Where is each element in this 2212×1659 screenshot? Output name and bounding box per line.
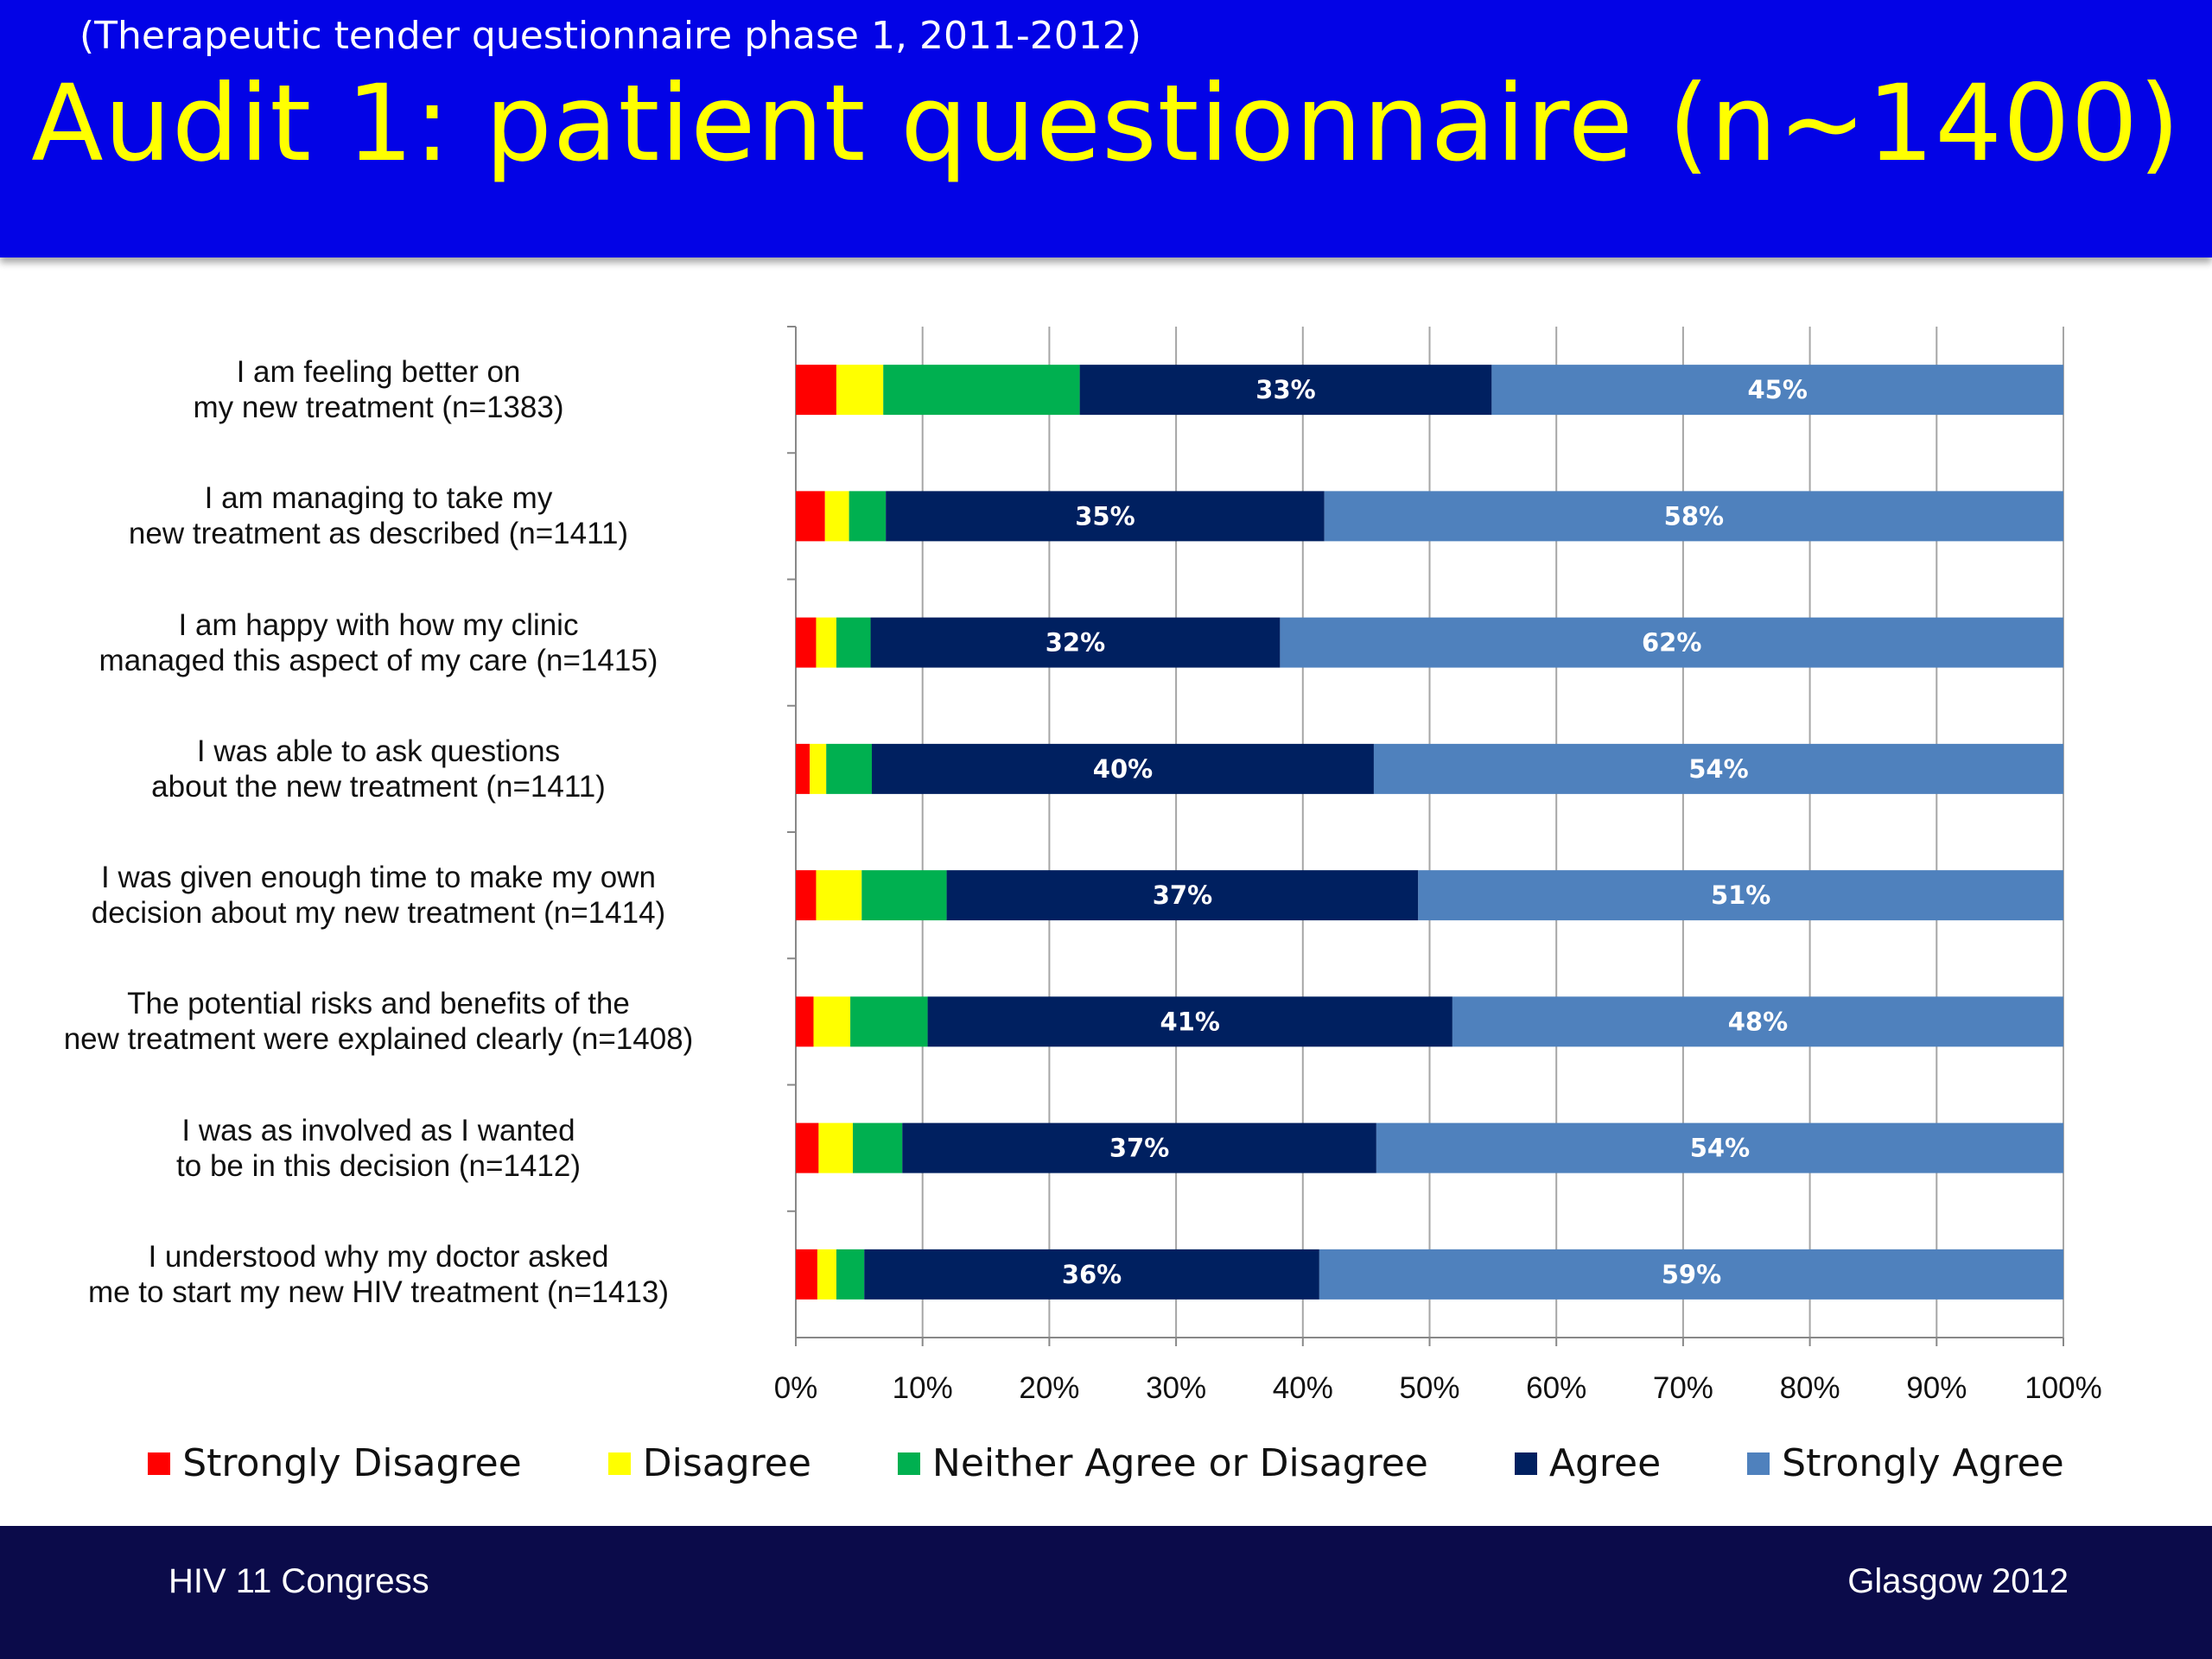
x-tick-label: 90% (1906, 1371, 1967, 1405)
bar-segment-strongly-disagree (796, 617, 817, 668)
x-tick-label: 40% (1273, 1371, 1333, 1405)
bar-segment-strongly-disagree (796, 1249, 817, 1300)
bar-segment-neither-agree-or-disagree (883, 365, 1080, 416)
bar-segment-neither-agree-or-disagree (850, 996, 928, 1047)
chart-legend: Strongly Disagree Disagree Neither Agree o… (0, 1441, 2212, 1485)
data-label: 37% (1153, 880, 1212, 910)
bar-segment-neither-agree-or-disagree (849, 491, 887, 542)
data-label: 36% (1062, 1260, 1122, 1289)
data-label: 58% (1664, 501, 1724, 531)
legend-label: Disagree (642, 1441, 811, 1485)
legend-item: Strongly Disagree (148, 1441, 522, 1485)
legend-swatch (607, 1452, 631, 1475)
bar-segment-strongly-agree (1324, 491, 2063, 542)
bar-segment-neither-agree-or-disagree (861, 870, 947, 921)
x-tick-label: 70% (1653, 1371, 1713, 1405)
legend-label: Agree (1548, 1441, 1662, 1485)
bar-segment-disagree (824, 491, 849, 542)
legend-swatch (1747, 1452, 1770, 1475)
bar-segment-strongly-agree (1280, 617, 2063, 668)
bar-segment-agree (864, 1249, 1319, 1300)
category-label: I am happy with how my clinic managed th… (99, 607, 658, 677)
category-label: I was given enough time to make my own d… (91, 861, 666, 931)
bar-segment-neither-agree-or-disagree (836, 1249, 865, 1300)
x-tick-label: 20% (1019, 1371, 1079, 1405)
data-label: 62% (1642, 628, 1701, 658)
bar-segment-neither-agree-or-disagree (853, 1122, 903, 1173)
bar-segment-neither-agree-or-disagree (836, 617, 871, 668)
legend-swatch (148, 1452, 171, 1475)
bar-segment-disagree (810, 743, 827, 794)
bar-segment-agree (1079, 365, 1492, 416)
legend-swatch (1514, 1452, 1537, 1475)
slide-subtitle: (Therapeutic tender questionnaire phase … (79, 14, 1141, 58)
stacked-bar-chart: I am feeling better on my new treatment … (0, 285, 2212, 1495)
bar-segment-disagree (816, 617, 836, 668)
legend-label: Strongly Agree (1782, 1441, 2064, 1485)
legend-label: Neither Agree or Disagree (931, 1441, 1428, 1485)
legend-item: Strongly Agree (1747, 1441, 2064, 1485)
bar-segment-agree (902, 1122, 1376, 1173)
data-label: 54% (1690, 1134, 1750, 1163)
x-tick-label: 80% (1780, 1371, 1840, 1405)
slide-title: Audit 1: patient questionnaire (n~1400) (31, 62, 2181, 185)
bar-segment-strongly-disagree (796, 743, 810, 794)
slide-header: (Therapeutic tender questionnaire phase … (0, 0, 2212, 257)
x-tick-label: 10% (893, 1371, 953, 1405)
x-tick-label: 0% (774, 1371, 818, 1405)
data-label: 40% (1093, 754, 1153, 784)
data-label: 48% (1728, 1007, 1788, 1036)
bar-segment-strongly-agree (1376, 1122, 2063, 1173)
bar-segment-disagree (818, 1122, 854, 1173)
bar-segment-strongly-agree (1452, 996, 2063, 1047)
legend-item: Neither Agree or Disagree (897, 1441, 1428, 1485)
bar-segment-disagree (817, 1249, 836, 1300)
legend-item: Agree (1514, 1441, 1662, 1485)
footer-conference: HIV 11 Congress (168, 1562, 429, 1600)
bar-segment-strongly-disagree (796, 1122, 819, 1173)
bar-segment-strongly-agree (1491, 365, 2063, 416)
data-label: 59% (1662, 1260, 1721, 1289)
category-label: I understood why my doctor asked me to s… (87, 1239, 670, 1309)
category-label: The potential risks and benefits of the … (63, 987, 694, 1057)
data-label: 33% (1255, 375, 1315, 404)
bar-segment-strongly-agree (1373, 743, 2063, 794)
bar-segment-disagree (836, 365, 884, 416)
bar-segment-strongly-agree (1418, 870, 2063, 921)
bar-segment-agree (886, 491, 1325, 542)
bar-segment-strongly-disagree (796, 996, 814, 1047)
x-tick-label: 100% (2024, 1371, 2102, 1405)
chart-plot: 0% 10% 20% 30% 40% 50% 60% 70% 80% 90% 100% 33% 45% 3… (774, 326, 2102, 1405)
bar-segment-strongly-disagree (796, 365, 836, 416)
data-label: 37% (1109, 1134, 1169, 1163)
bar-segment-disagree (816, 870, 862, 921)
bar-segment-agree (872, 743, 1374, 794)
slide-footer: HIV 11 Congress Glasgow 2012 (0, 1526, 2212, 1659)
legend-swatch (897, 1452, 920, 1475)
data-label: 54% (1688, 754, 1748, 784)
data-label: 35% (1075, 501, 1135, 531)
data-label: 32% (1046, 628, 1105, 658)
data-label: 51% (1711, 880, 1770, 910)
data-label: 45% (1747, 375, 1807, 404)
bar-segment-neither-agree-or-disagree (826, 743, 873, 794)
category-label: I was able to ask questions about the ne… (151, 734, 606, 804)
footer-location-year: Glasgow 2012 (1847, 1562, 2069, 1600)
x-tick-label: 50% (1399, 1371, 1459, 1405)
bar-segment-agree (946, 870, 1419, 921)
category-label: I am feeling better on my new treatment … (193, 355, 564, 425)
category-label: I am managing to take my new treatment a… (128, 481, 629, 551)
legend-item: Disagree (607, 1441, 811, 1485)
category-label: I was as involved as I wanted to be in t… (176, 1113, 581, 1183)
data-label: 41% (1160, 1007, 1220, 1036)
x-tick-label: 30% (1146, 1371, 1206, 1405)
bar-segment-strongly-disagree (796, 491, 825, 542)
bar-segment-strongly-agree (1319, 1249, 2063, 1300)
bar-segment-disagree (813, 996, 851, 1047)
legend-label: Strongly Disagree (182, 1441, 522, 1485)
x-tick-label: 60% (1526, 1371, 1586, 1405)
bar-segment-agree (870, 617, 1281, 668)
bar-segment-strongly-disagree (796, 870, 817, 921)
bar-segment-agree (927, 996, 1452, 1047)
